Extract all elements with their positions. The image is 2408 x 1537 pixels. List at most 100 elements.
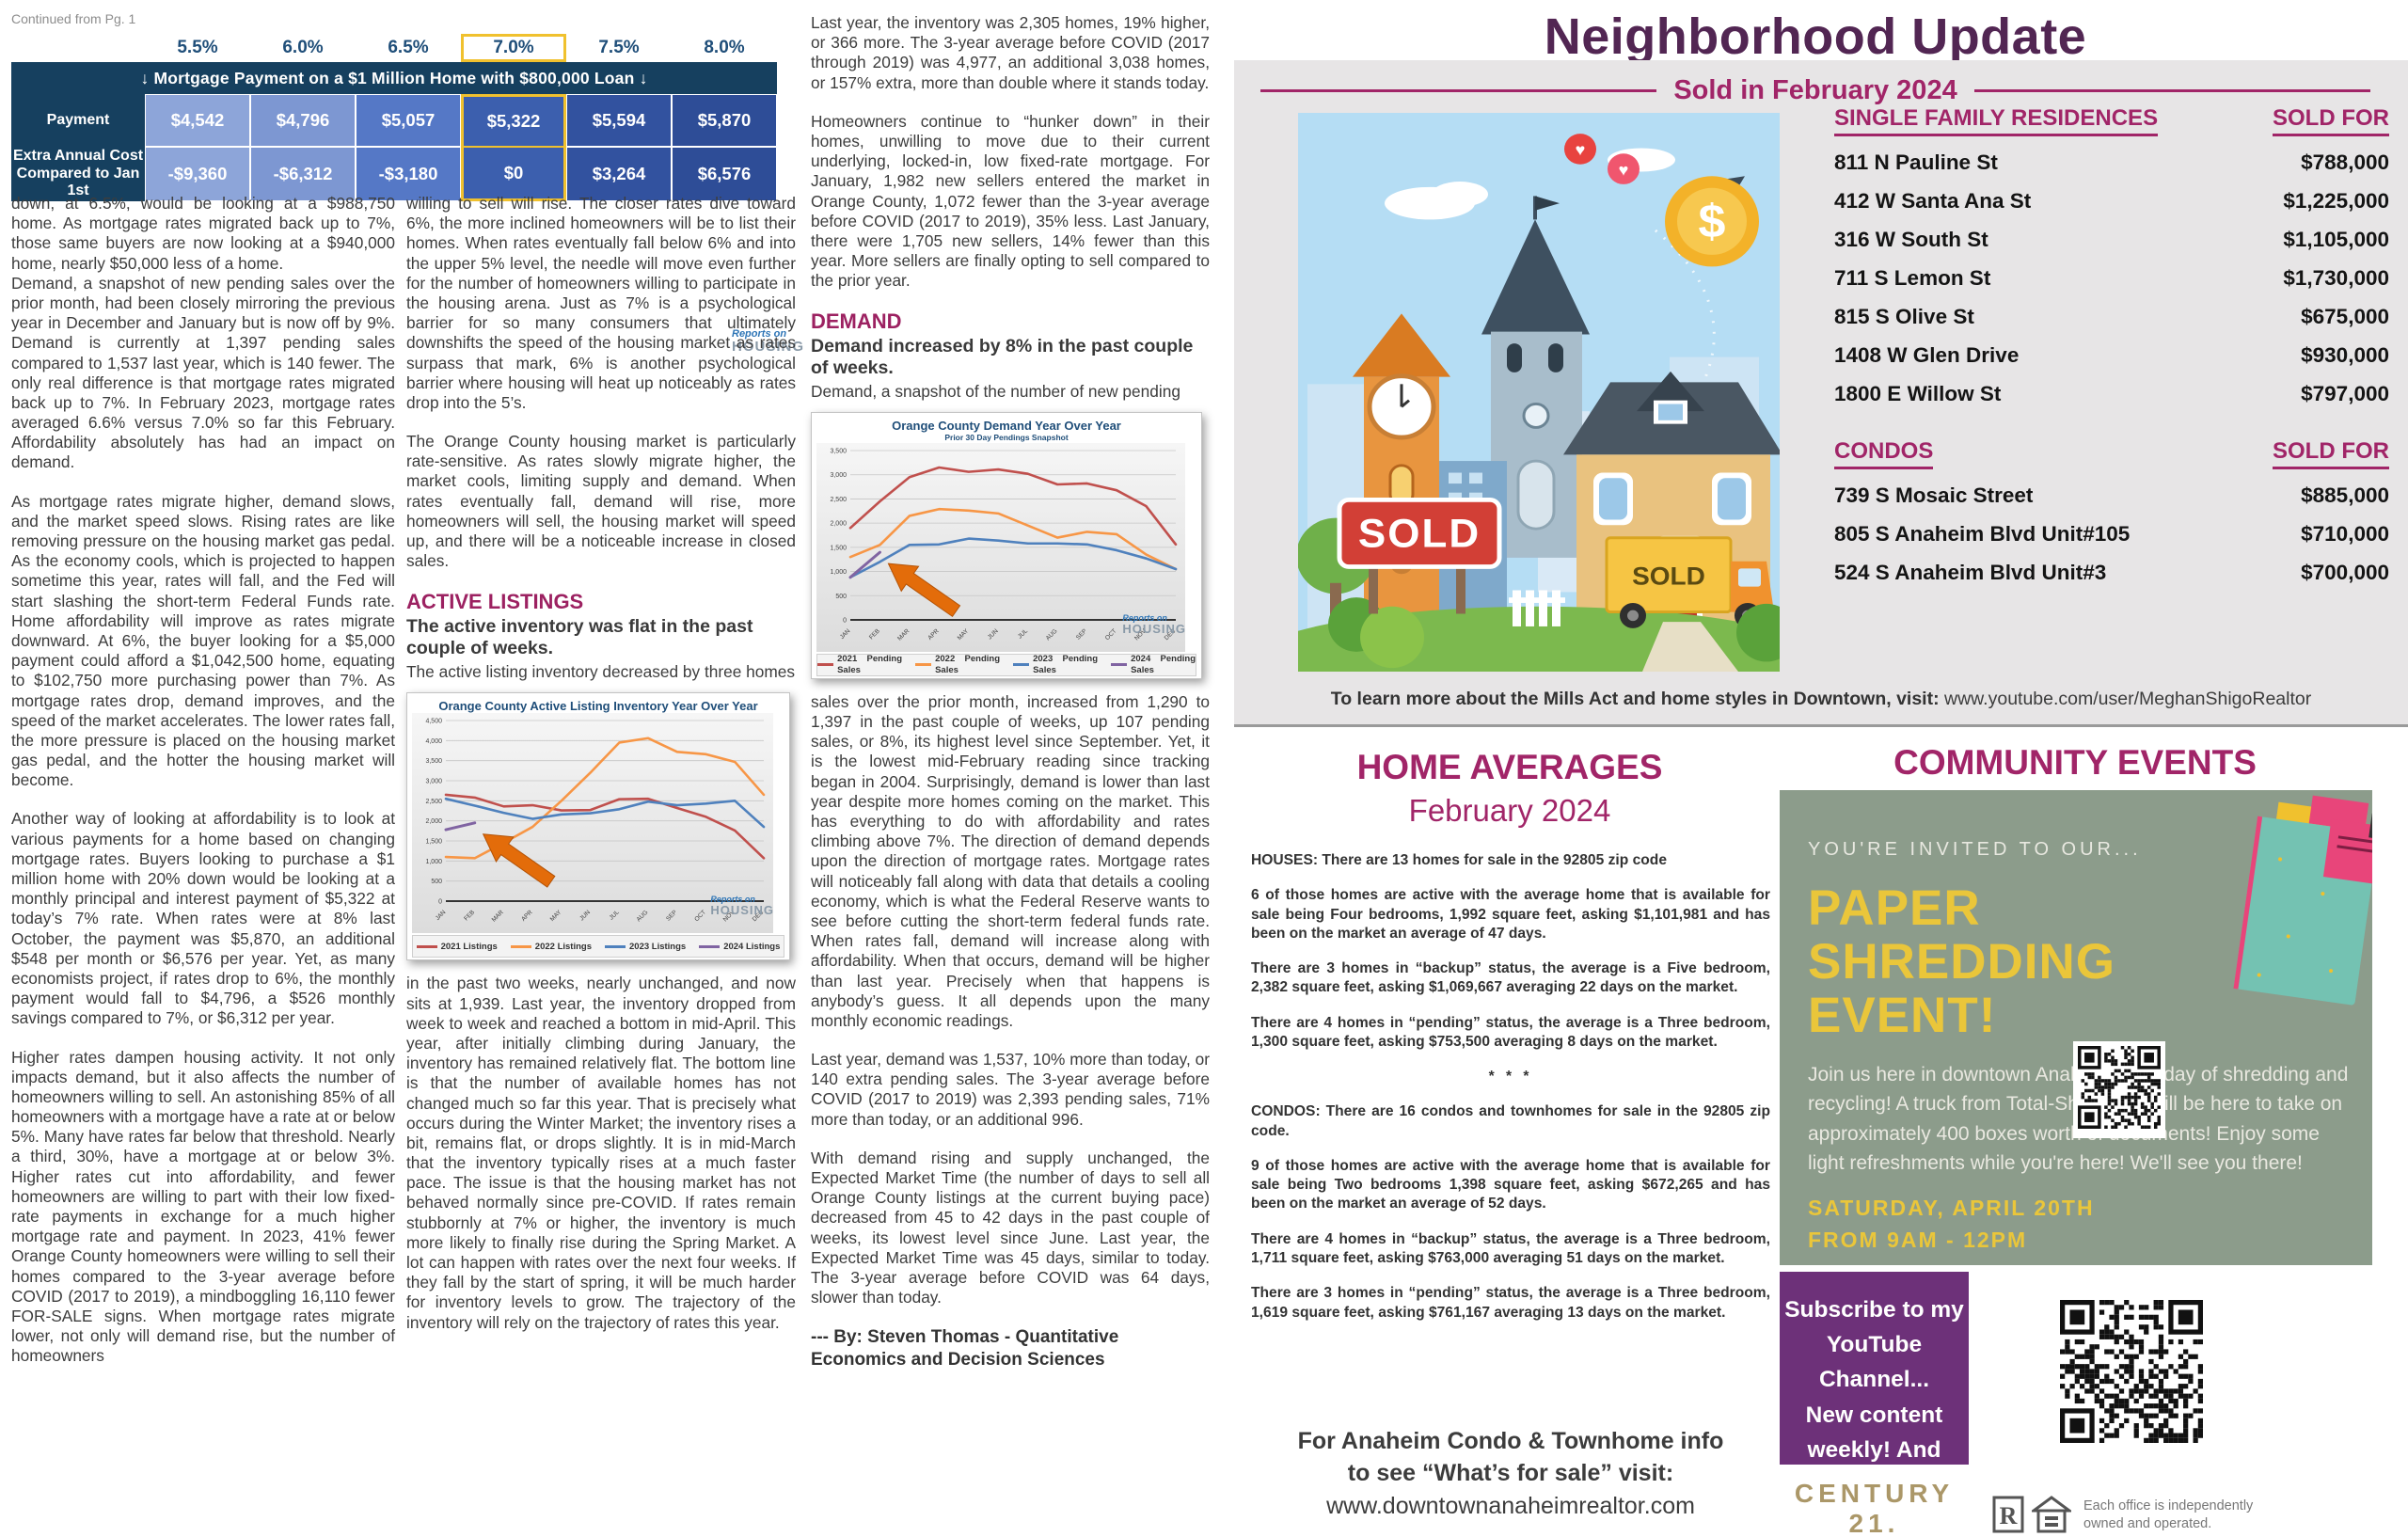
svg-text:MAR: MAR xyxy=(491,910,505,924)
svg-text:1,000: 1,000 xyxy=(830,569,847,576)
home-averages-body: HOUSES: There are 13 homes for sale in t… xyxy=(1251,851,1770,1339)
legend-swatch xyxy=(605,944,626,948)
chart-title: Orange County Active Listing Inventory Y… xyxy=(438,698,758,713)
rate-header-cell: 7.0% xyxy=(461,34,566,62)
legend-label: 2021 Pending Sales xyxy=(837,654,902,675)
rate-header-cell: 5.5% xyxy=(177,38,218,57)
listing-address: 815 S Olive St xyxy=(1834,305,1974,328)
svg-text:3,000: 3,000 xyxy=(425,779,442,785)
paragraph: There are 4 homes in “backup” status, th… xyxy=(1251,1230,1770,1266)
event-details: SATURDAY, APRIL 20TH FROM 9AM - 12PM AT OU… xyxy=(1808,1192,2372,1265)
svg-text:JUN: JUN xyxy=(987,627,1000,641)
paragraph: * * * xyxy=(1488,1069,1533,1085)
legend-label: 2022 Pending Sales xyxy=(935,654,1000,675)
svg-text:0: 0 xyxy=(843,617,847,624)
svg-text:MAY: MAY xyxy=(957,627,971,642)
chart-subtitle: Prior 30 Day Pendings Snapshot xyxy=(944,433,1069,443)
sign-sold-text: SOLD xyxy=(1358,512,1481,556)
picket-fence xyxy=(1509,590,1565,626)
listing-price: $1,730,000 xyxy=(2283,266,2389,290)
sold-listings: SINGLE FAMILY RESIDENCES SOLD FOR 811 N … xyxy=(1834,105,2389,585)
listing-address: 711 S Lemon St xyxy=(1834,266,1991,290)
row-label-cell: Extra Annual Cost Compared to Jan 1st xyxy=(11,147,145,201)
author-byline: --- By: Steven Thomas - Quantitative Eco… xyxy=(811,1327,1119,1371)
legend-label: 2023 Listings xyxy=(629,941,687,952)
legend-swatch xyxy=(510,944,531,948)
paragraph: The Orange County housing market is part… xyxy=(406,432,796,571)
sold-listing-row: 739 S Mosaic Street $885,000 xyxy=(1834,483,2389,508)
listing-address: 739 S Mosaic Street xyxy=(1834,483,2034,507)
active-listings-heading: ACTIVE LISTINGS xyxy=(406,590,584,614)
connect-qr-code xyxy=(2060,1300,2203,1443)
svg-text:R: R xyxy=(2000,1502,2018,1529)
folder-illustration-icon xyxy=(2233,795,2372,1006)
office-disclaimer: Each office is independently owned and o… xyxy=(2083,1497,2262,1533)
sfr-header: SINGLE FAMILY RESIDENCES xyxy=(1834,105,2159,136)
legend-item: 2024 Pending Sales xyxy=(1111,654,1196,675)
svg-text:0: 0 xyxy=(438,899,442,906)
value-cell: $4,542 xyxy=(145,94,250,147)
svg-text:JAN: JAN xyxy=(839,627,852,641)
svg-text:AUG: AUG xyxy=(636,910,650,924)
condo-rows: 739 S Mosaic Street $885,000 805 S Anaheim… xyxy=(1834,483,2389,585)
reports-logo-line2: HOUSING xyxy=(732,339,805,355)
active-listings-lead: The active listing inventory decreased b… xyxy=(406,662,796,682)
mills-note-link[interactable]: www.youtube.com/user/MeghanShigoRealtor xyxy=(1944,689,2312,709)
svg-text:JUL: JUL xyxy=(609,910,621,922)
subtitle-rule-right xyxy=(1973,89,2371,92)
svg-text:JUL: JUL xyxy=(1017,627,1029,640)
svg-text:3,500: 3,500 xyxy=(425,759,442,766)
legend-label: 2021 Listings xyxy=(440,941,498,952)
svg-text:1,500: 1,500 xyxy=(830,545,847,551)
svg-text:MAY: MAY xyxy=(549,909,563,923)
legend-swatch xyxy=(1013,663,1030,667)
column3-after-paragraphs: sales over the prior month, increased fr… xyxy=(811,692,1210,1307)
rate-header-cell: 6.0% xyxy=(282,38,324,57)
reports-on-housing-logo: Reports on HOUSING xyxy=(732,328,805,355)
sold-listing-row: 412 W Santa Ana St $1,225,000 xyxy=(1834,189,2389,214)
svg-text:FEB: FEB xyxy=(463,910,476,923)
paragraph: HOUSES: There are 13 homes for sale in t… xyxy=(1251,852,1667,868)
legend-item: 2021 Pending Sales xyxy=(817,654,902,675)
value-cell: $5,594 xyxy=(566,94,672,147)
paragraph: Last year, demand was 1,537, 10% more th… xyxy=(811,1050,1210,1129)
svg-text:AUG: AUG xyxy=(1045,627,1059,642)
footer-line2: to see “What’s for sale” visit: xyxy=(1347,1459,1674,1486)
footer-url[interactable]: www.downtownanaheimrealtor.com xyxy=(1326,1492,1695,1519)
century21-logo: CENTURY 21. Affiliated xyxy=(1787,1479,1961,1537)
rate-header-cell: 6.5% xyxy=(388,38,429,57)
legend-swatch xyxy=(1111,663,1128,667)
condos-sold-for-header: SOLD FOR xyxy=(2273,438,2389,469)
value-cell: $4,796 xyxy=(250,94,356,147)
sold-listing-row: 524 S Anaheim Blvd Unit#3 $700,000 xyxy=(1834,561,2389,585)
paragraph: Demand, a snapshot of new pending sales … xyxy=(11,273,395,472)
legend-swatch xyxy=(699,944,721,948)
realtor-icon: R xyxy=(1992,1496,2024,1537)
paragraph: down, at 6.5%, would be looking at a $98… xyxy=(11,194,395,273)
value-cell: $6,576 xyxy=(672,147,777,201)
heart-badge-icon xyxy=(1564,134,1596,165)
svg-text:♥: ♥ xyxy=(1576,140,1586,159)
column2-paragraphs: willing to sell will rise. The closer ra… xyxy=(406,194,796,571)
column3-paragraphs: Last year, the inventory was 2,305 homes… xyxy=(811,13,1210,291)
listing-address: 1800 E Willow St xyxy=(1834,382,2002,405)
sfr-sold-for-header: SOLD FOR xyxy=(2273,105,2389,136)
paragraph: There are 4 homes in “pending” status, t… xyxy=(1251,1014,1770,1050)
clock-tower xyxy=(1353,313,1450,377)
legend-item: 2023 Listings xyxy=(605,942,686,953)
svg-text:3,000: 3,000 xyxy=(830,472,847,479)
home-averages-title: HOME AVERAGES xyxy=(1356,748,1663,786)
reports-logo-line1: Reports on xyxy=(732,328,787,340)
subscribe-line: New content xyxy=(1805,1402,1943,1428)
subtitle-rule-left xyxy=(1260,89,1657,92)
mills-note-text: To learn more about the Mills Act and ho… xyxy=(1330,689,1940,709)
event-title-line2: EVENT! xyxy=(1808,988,1997,1044)
svg-text:1,500: 1,500 xyxy=(425,839,442,846)
paragraph: There are 3 homes in “backup” status, th… xyxy=(1251,960,1770,996)
event-qr-code xyxy=(2078,1046,2161,1129)
value-cell: -$3,180 xyxy=(356,147,461,201)
subscribe-line: Subscribe to my xyxy=(1784,1297,1964,1323)
legend-swatch xyxy=(817,663,834,667)
subscribe-line: YouTube Channel... xyxy=(1818,1332,1930,1393)
section-divider xyxy=(1234,724,2408,727)
